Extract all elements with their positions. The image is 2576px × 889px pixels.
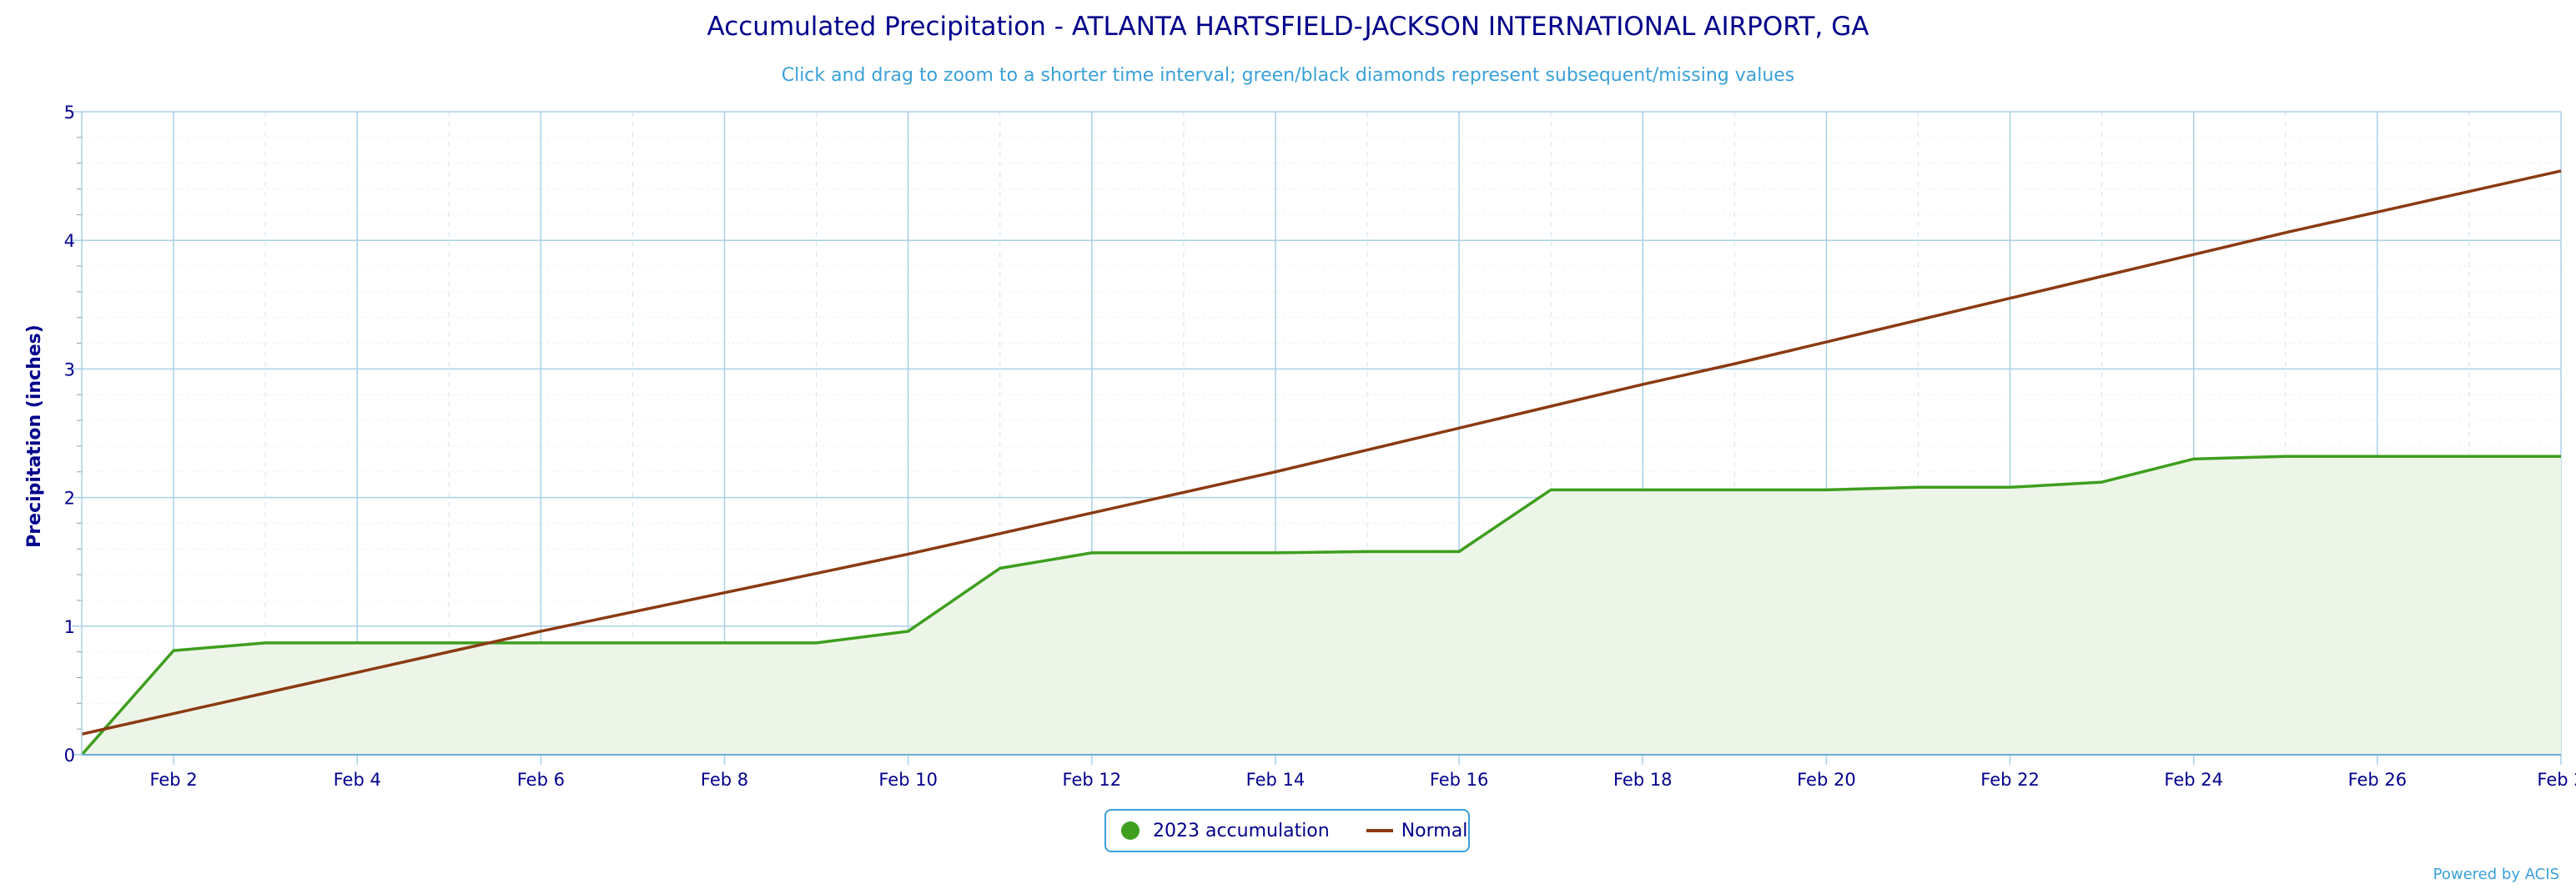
x-tick-label: Feb 26	[2348, 770, 2407, 790]
legend-dot-icon	[1121, 821, 1140, 840]
x-tick-label: Feb 2	[149, 770, 197, 790]
x-tick-label: Feb 8	[701, 770, 748, 790]
x-tick-label: Feb 22	[1980, 770, 2040, 790]
y-tick-label: 5	[64, 103, 75, 123]
y-tick-label: 0	[64, 746, 75, 766]
y-tick-label: 2	[64, 489, 75, 509]
x-tick-label: Feb 16	[1430, 770, 1489, 790]
y-tick-label: 3	[64, 359, 75, 379]
x-tick-label: Feb 18	[1613, 770, 1673, 790]
x-tick-label: Feb 10	[878, 770, 938, 790]
y-tick-label: 4	[64, 231, 75, 251]
legend-label: Normal	[1401, 820, 1468, 841]
x-tick-label: Feb 20	[1797, 770, 1856, 790]
y-axis-label: Precipitation (inches)	[24, 324, 45, 548]
legend-line-icon	[1366, 829, 1393, 832]
axes: 0 1 2 3 4 5 Feb 2 Feb 4 Feb 6 Feb 8 Feb 10 Feb 12 Fe…	[64, 103, 2576, 790]
y-tick-label: 1	[64, 617, 75, 637]
accumulation-area	[82, 456, 2561, 755]
series-layer	[80, 169, 2562, 756]
legend: 2023 accumulation Normal	[1104, 809, 1470, 852]
chart-title: Accumulated Precipitation - ATLANTA HART…	[707, 12, 1869, 42]
legend-item-2023-accumulation[interactable]: 2023 accumulation	[1106, 821, 1330, 841]
x-tick-label: Feb 14	[1246, 770, 1306, 790]
legend-item-normal[interactable]: Normal	[1330, 820, 1468, 841]
x-tick-label: Feb 6	[517, 770, 565, 790]
chart-subtitle: Click and drag to zoom to a shorter time…	[782, 65, 1795, 86]
x-tick-label: Feb 24	[2164, 770, 2223, 790]
x-tick-label: Feb 4	[334, 770, 381, 790]
normal-line	[81, 169, 2562, 736]
x-tick-label: Feb 12	[1063, 770, 1122, 790]
credits-link[interactable]: Powered by ACIS	[2433, 866, 2559, 883]
x-tick-label: Feb 2	[2537, 770, 2576, 790]
legend-label: 2023 accumulation	[1153, 820, 1330, 841]
